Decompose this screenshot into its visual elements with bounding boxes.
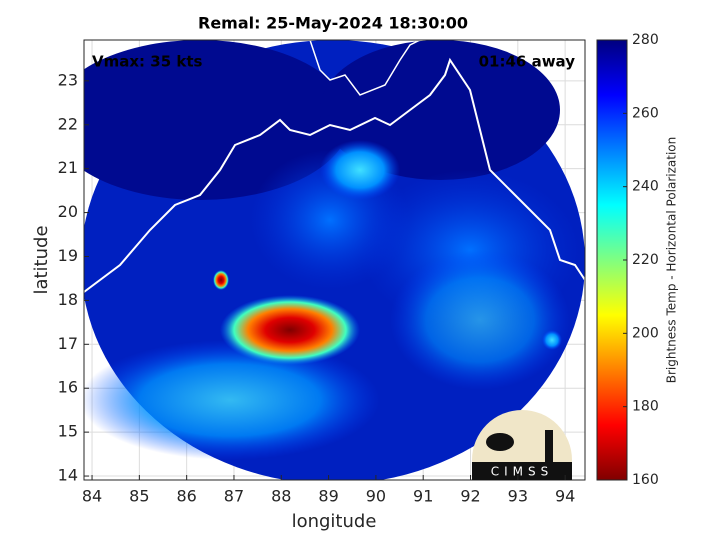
y-tick-label: 14	[58, 466, 78, 485]
colorbar	[596, 39, 628, 481]
logo-text: CIMSS	[491, 465, 554, 479]
y-tick-label: 22	[58, 114, 78, 133]
imagery	[84, 40, 585, 480]
y-tick-label: 23	[58, 70, 78, 89]
y-tick-label: 20	[58, 202, 78, 221]
y-tick-label: 18	[58, 290, 78, 309]
logo-tower	[545, 430, 553, 462]
land-cold	[84, 40, 350, 200]
y-tick-label: 16	[58, 378, 78, 397]
colorbar-tick-label: 180	[632, 399, 659, 415]
coastline	[84, 57, 585, 293]
border	[309, 40, 421, 96]
x-tick-label: 93	[508, 487, 528, 506]
y-tick-label: 21	[58, 158, 78, 177]
x-tick-label: 94	[555, 487, 575, 506]
colorbar-tick-label: 200	[632, 325, 659, 341]
x-tick-label: 87	[224, 487, 244, 506]
rain-band	[84, 340, 380, 460]
colorbar-tick-label: 260	[632, 105, 659, 121]
rain-band	[390, 250, 570, 390]
rain-band	[320, 140, 400, 200]
convection	[213, 270, 229, 290]
annotation: Vmax: 35 kts	[92, 53, 202, 71]
x-tick-label: 84	[82, 487, 102, 506]
plot-frame	[83, 39, 586, 481]
y-tick-label: 15	[58, 422, 78, 441]
x-tick-label: 90	[366, 487, 386, 506]
colorbar-tick-label: 160	[632, 472, 659, 488]
colorbar-label: Brightness Temp - Horizontal Polarizatio…	[665, 137, 679, 384]
y-axis-label: latitude	[31, 225, 52, 294]
x-tick-label: 88	[271, 487, 291, 506]
x-tick-label: 86	[176, 487, 196, 506]
x-tick-label: 89	[318, 487, 338, 506]
convection	[542, 330, 562, 350]
x-tick-label: 85	[129, 487, 149, 506]
colorbar-tick-label: 220	[632, 252, 659, 268]
chart-title: Remal: 25-May-2024 18:30:00	[198, 14, 468, 33]
y-tick-label: 19	[58, 246, 78, 265]
logo-dish	[486, 433, 514, 451]
logo-band	[472, 462, 572, 480]
colorbar-tick-label: 280	[632, 32, 659, 48]
logo: CIMSS	[472, 410, 572, 480]
annotation: 01:46 away	[479, 53, 576, 71]
x-axis-label: longitude	[292, 511, 377, 532]
x-tick-label: 92	[460, 487, 480, 506]
y-tick-label: 17	[58, 334, 78, 353]
x-tick-label: 91	[413, 487, 433, 506]
colorbar-tick-label: 240	[632, 179, 659, 195]
convection	[220, 295, 360, 365]
